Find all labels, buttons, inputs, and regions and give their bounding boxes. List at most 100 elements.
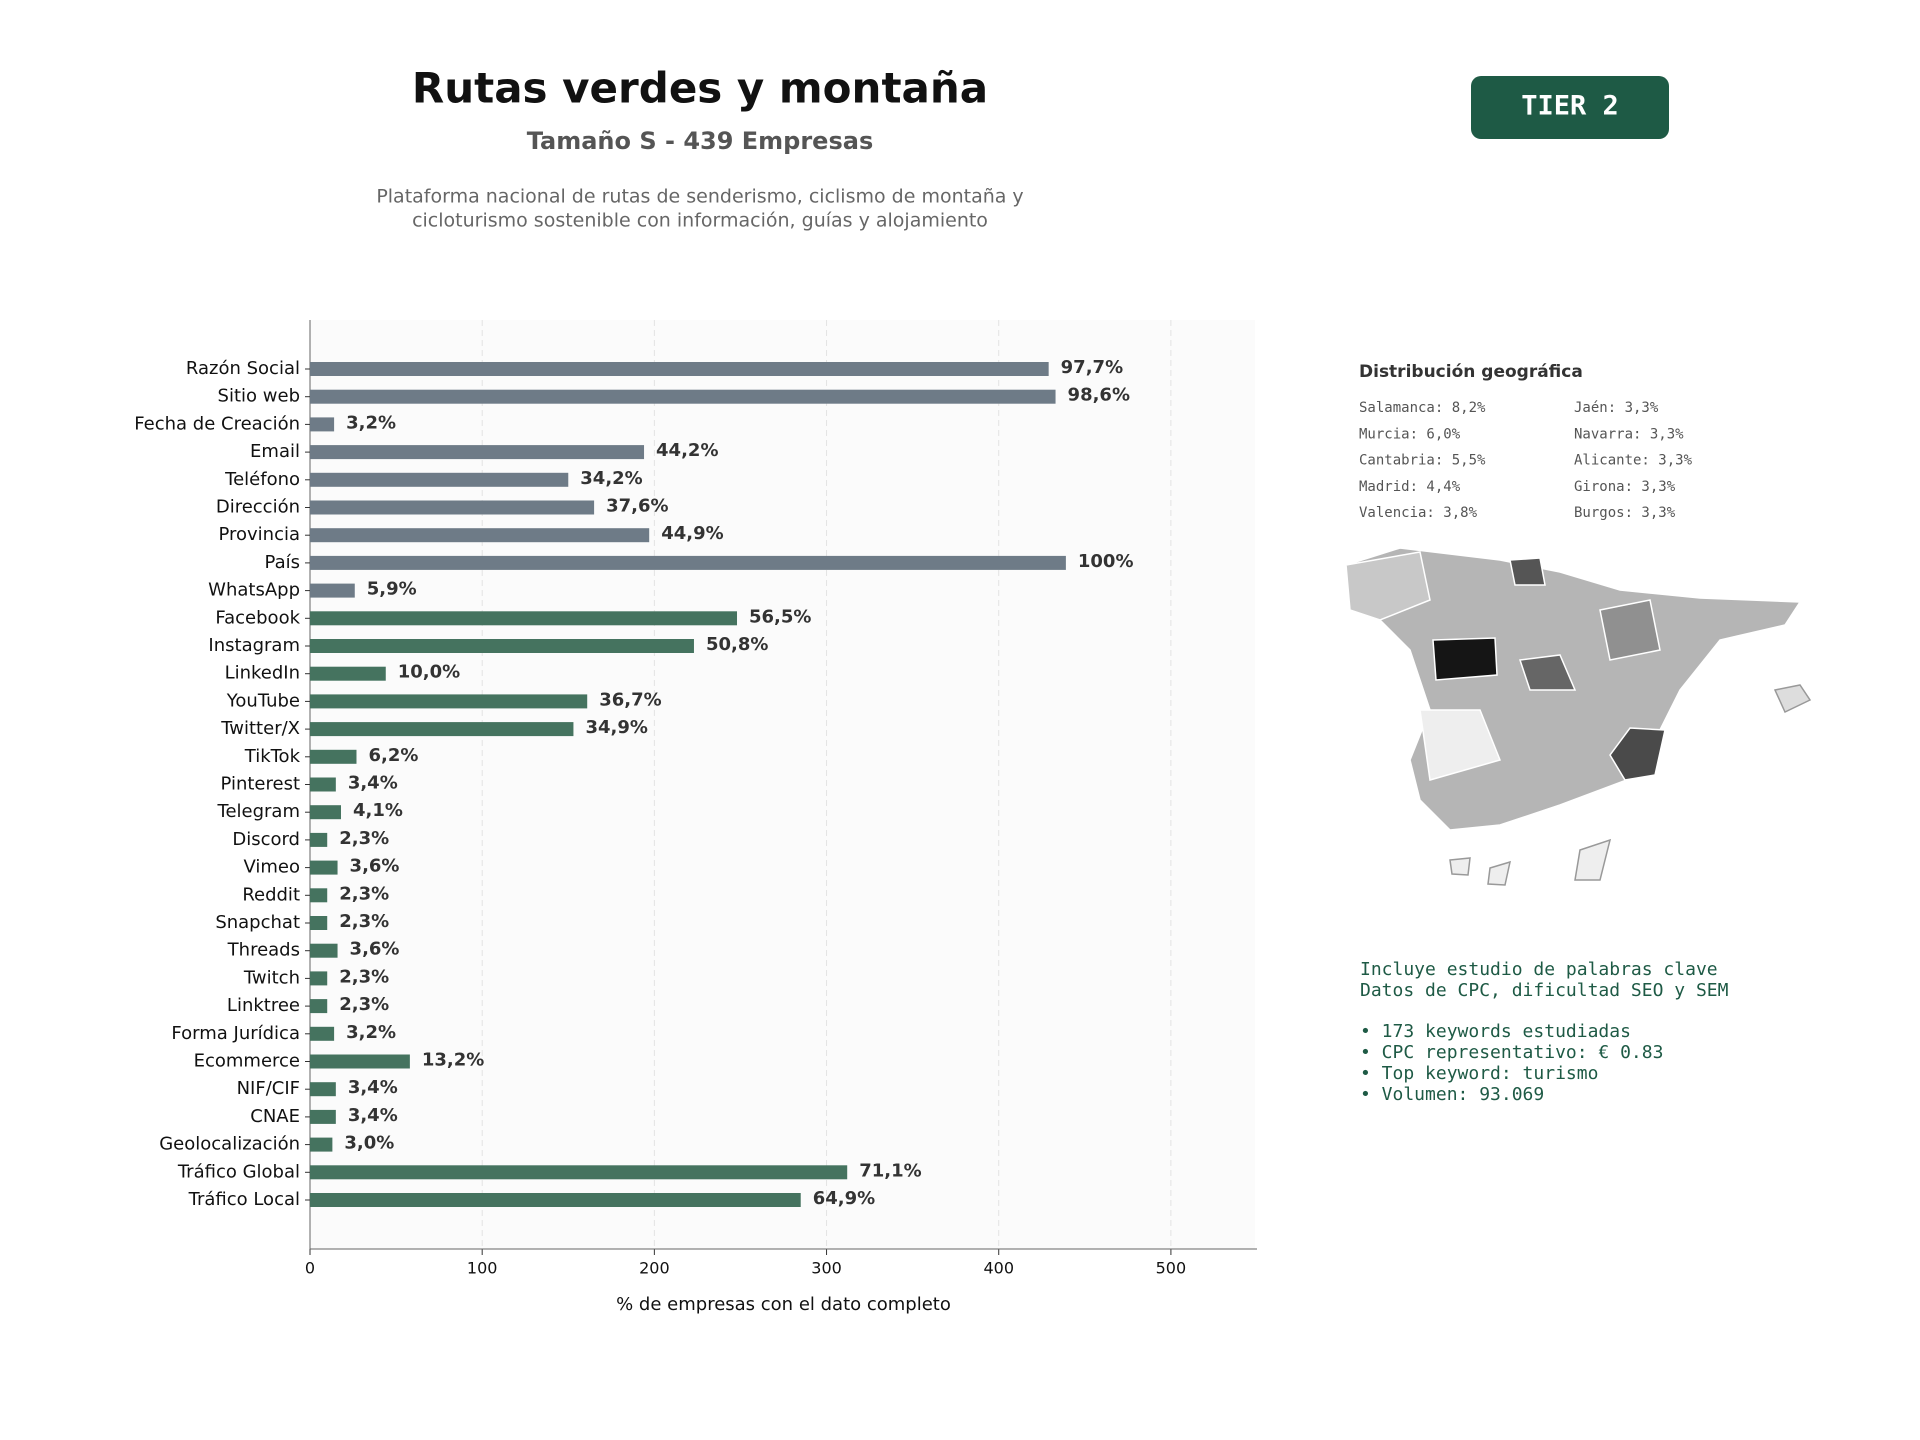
y-tick-label: NIF/CIF bbox=[237, 1078, 300, 1099]
value-label: 3,4% bbox=[348, 1077, 398, 1098]
value-label: 3,2% bbox=[346, 412, 396, 433]
x-tick-label: 100 bbox=[467, 1259, 498, 1278]
geo-entry: Murcia: 6,0% bbox=[1359, 426, 1461, 442]
bar bbox=[310, 583, 355, 598]
value-label: 3,2% bbox=[346, 1022, 396, 1043]
value-label: 97,7% bbox=[1061, 357, 1123, 378]
keyword-bullet: • CPC representativo: € 0.83 bbox=[1360, 1042, 1663, 1063]
value-label: 5,9% bbox=[367, 579, 417, 600]
bar bbox=[310, 805, 341, 820]
bar bbox=[310, 555, 1066, 570]
description: Plataforma nacional de rutas de senderis… bbox=[376, 186, 1023, 208]
keyword-line: Datos de CPC, dificultad SEO y SEM bbox=[1360, 980, 1729, 1001]
value-label: 44,9% bbox=[661, 523, 723, 544]
y-tick-label: Razón Social bbox=[186, 358, 300, 379]
bar bbox=[310, 611, 738, 626]
value-label: 50,8% bbox=[706, 634, 768, 655]
y-tick-label: LinkedIn bbox=[225, 663, 300, 684]
value-label: 3,4% bbox=[348, 773, 398, 794]
y-tick-label: Snapchat bbox=[215, 912, 300, 933]
value-label: 34,2% bbox=[580, 468, 642, 489]
geo-entry: Navarra: 3,3% bbox=[1574, 426, 1684, 442]
title: Rutas verdes y montaña bbox=[412, 64, 988, 113]
y-tick-label: Fecha de Creación bbox=[134, 413, 300, 434]
y-tick-label: WhatsApp bbox=[208, 580, 300, 601]
y-tick-label: Email bbox=[250, 441, 300, 462]
bar bbox=[310, 528, 650, 543]
description: cicloturismo sostenible con información,… bbox=[412, 210, 988, 232]
bar bbox=[310, 1109, 336, 1124]
x-tick-label: 300 bbox=[811, 1259, 842, 1278]
value-label: 56,5% bbox=[749, 606, 811, 627]
bar bbox=[310, 639, 694, 653]
bar bbox=[310, 1165, 848, 1180]
bar bbox=[310, 999, 328, 1014]
y-tick-label: Tráfico Global bbox=[177, 1161, 300, 1182]
keyword-bullet: • 173 keywords estudiadas bbox=[1360, 1021, 1631, 1042]
value-label: 100% bbox=[1078, 551, 1134, 572]
value-label: 2,3% bbox=[339, 911, 389, 932]
bar bbox=[310, 971, 328, 986]
bar bbox=[310, 1054, 410, 1069]
bar bbox=[310, 1193, 801, 1207]
geo-entry: Salamanca: 8,2% bbox=[1359, 400, 1486, 416]
bar bbox=[310, 916, 328, 930]
bar bbox=[310, 860, 338, 875]
geo-entry: Cantabria: 5,5% bbox=[1359, 453, 1486, 469]
value-label: 3,6% bbox=[350, 856, 400, 877]
value-label: 2,3% bbox=[339, 966, 389, 987]
subtitle: Tamaño S - 439 Empresas bbox=[527, 127, 873, 155]
x-tick-label: 200 bbox=[639, 1259, 670, 1278]
value-label: 13,2% bbox=[422, 1050, 484, 1071]
bar bbox=[310, 943, 338, 958]
value-label: 64,9% bbox=[813, 1188, 875, 1209]
y-tick-label: CNAE bbox=[250, 1106, 300, 1127]
bar bbox=[310, 1026, 335, 1041]
bar bbox=[310, 832, 328, 847]
value-label: 2,3% bbox=[339, 828, 389, 849]
geo-entry: Valencia: 3,8% bbox=[1359, 505, 1478, 521]
bar bbox=[310, 1137, 333, 1152]
value-label: 10,0% bbox=[398, 662, 460, 683]
value-label: 2,3% bbox=[339, 994, 389, 1015]
y-tick-label: Provincia bbox=[218, 524, 300, 545]
y-tick-label: Sitio web bbox=[218, 386, 300, 407]
y-tick-label: Vimeo bbox=[243, 857, 300, 878]
keyword-bullet: • Volumen: 93.069 bbox=[1360, 1084, 1544, 1105]
y-tick-label: Dirección bbox=[216, 497, 300, 518]
keyword-line: Incluye estudio de palabras clave bbox=[1360, 959, 1718, 980]
y-tick-label: Pinterest bbox=[220, 774, 300, 795]
bar bbox=[310, 749, 357, 764]
value-label: 6,2% bbox=[368, 745, 418, 766]
value-label: 4,1% bbox=[353, 800, 403, 821]
geo-entry: Girona: 3,3% bbox=[1574, 479, 1676, 495]
value-label: 2,3% bbox=[339, 883, 389, 904]
x-tick-label: 400 bbox=[983, 1259, 1014, 1278]
bar bbox=[310, 472, 569, 487]
y-tick-label: Facebook bbox=[215, 607, 300, 628]
y-tick-label: Threads bbox=[227, 940, 300, 961]
bar bbox=[310, 888, 328, 903]
keyword-bullet: • Top keyword: turismo bbox=[1360, 1063, 1598, 1084]
y-tick-label: Telegram bbox=[217, 801, 300, 822]
geo-entry: Madrid: 4,4% bbox=[1359, 479, 1461, 495]
value-label: 36,7% bbox=[599, 689, 661, 710]
y-tick-label: Ecommerce bbox=[194, 1051, 300, 1072]
x-tick-label: 500 bbox=[1156, 1259, 1187, 1278]
geo-entry: Alicante: 3,3% bbox=[1574, 453, 1693, 469]
geo-entry: Jaén: 3,3% bbox=[1574, 400, 1659, 416]
y-tick-label: YouTube bbox=[226, 690, 300, 711]
geo-entry: Burgos: 3,3% bbox=[1574, 505, 1676, 521]
y-tick-label: Tráfico Local bbox=[188, 1189, 300, 1210]
value-label: 71,1% bbox=[859, 1160, 921, 1181]
value-label: 3,4% bbox=[348, 1105, 398, 1126]
bar bbox=[310, 666, 386, 681]
badge-text: TIER 2 bbox=[1521, 91, 1619, 122]
y-tick-label: Geolocalización bbox=[159, 1134, 300, 1155]
y-tick-label: Forma Jurídica bbox=[171, 1023, 300, 1044]
bar bbox=[310, 417, 335, 432]
value-label: 3,6% bbox=[350, 939, 400, 960]
bar bbox=[310, 445, 645, 460]
